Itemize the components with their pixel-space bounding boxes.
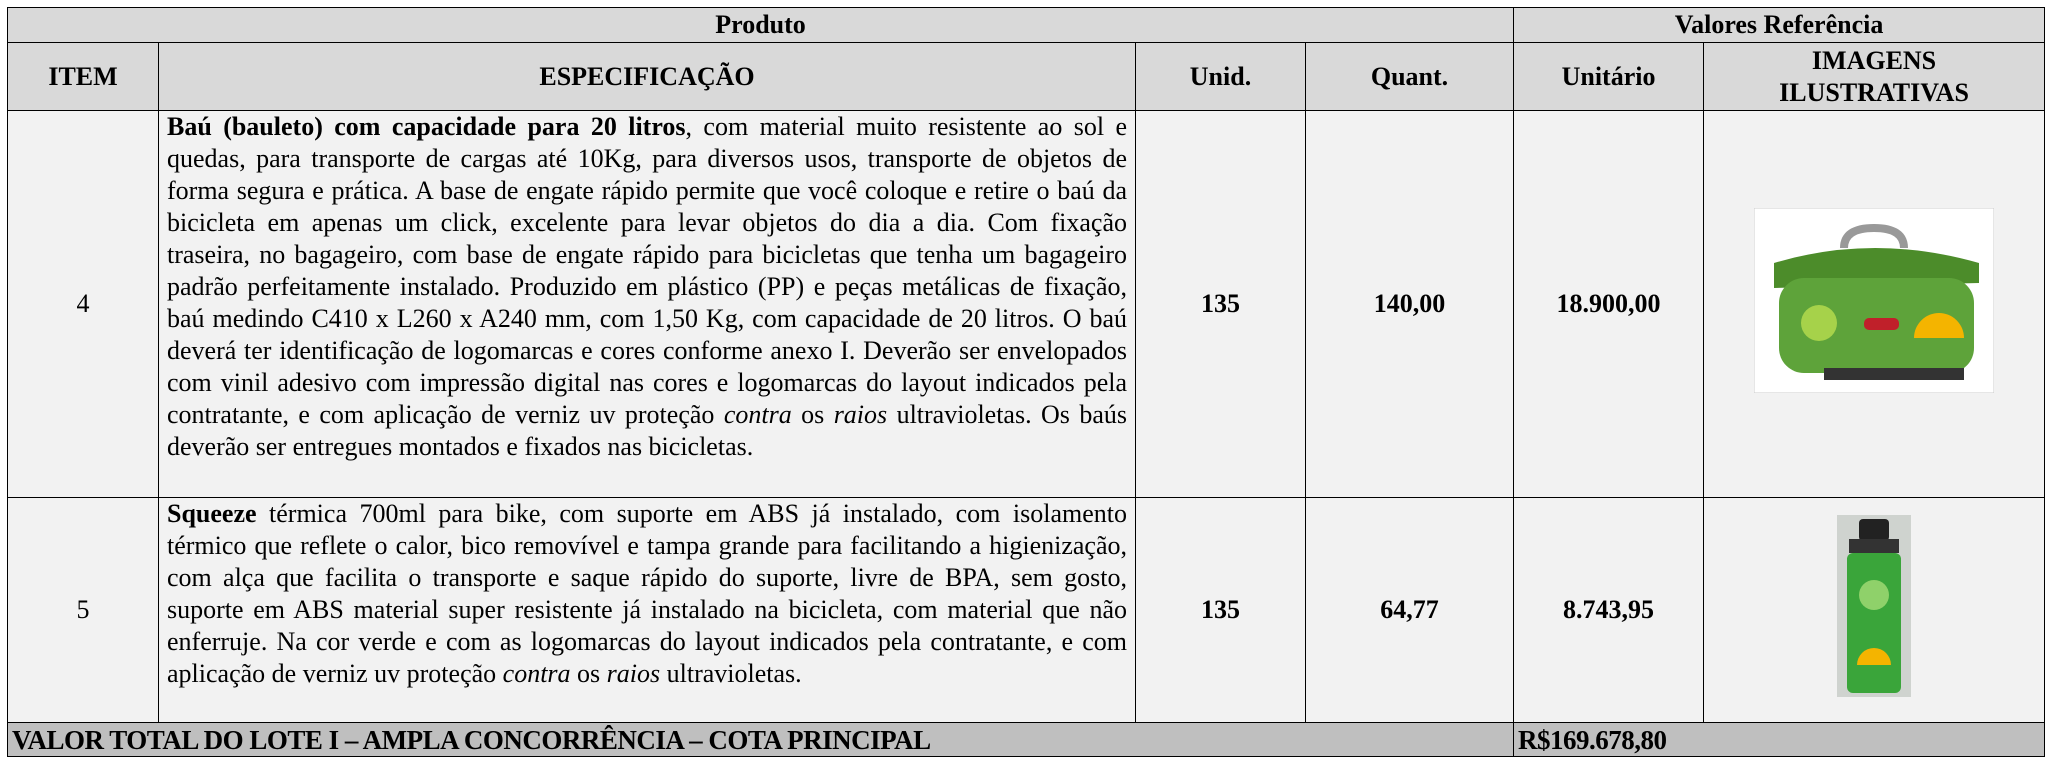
image-cell [1703, 497, 2046, 723]
table-row: 4 Baú (bauleto) com capacidade para 20 l… [7, 110, 2046, 498]
spec-italic: contra [502, 659, 571, 688]
item-cell: 5 [7, 497, 159, 723]
column-header-row: ITEM ESPECIFICAÇÃO Unid. Quant. Unitário… [7, 42, 2046, 111]
quant-cell: 64,77 [1304, 497, 1515, 723]
spec-italic: raios [833, 400, 888, 429]
bottle-image [1837, 515, 1912, 697]
unit-price-cell: 8.743,95 [1513, 497, 1705, 723]
table-row: 5 Squeeze térmica 700ml para bike, com s… [7, 497, 2046, 723]
spec-text: ultravioletas. [660, 659, 802, 688]
group-header-row: Produto Valores Referência [6, 7, 2046, 43]
column-header: ITEM [7, 42, 159, 111]
group-header: Valores Referência [1513, 7, 2046, 43]
spec-text: os [570, 659, 607, 688]
spec-cell: Baú (bauleto) com capacidade para 20 lit… [158, 110, 1136, 498]
unid-cell: 135 [1135, 497, 1306, 723]
spec-italic: contra [723, 400, 792, 429]
spec-text: ultravioletas. Os baús deverão ser entre… [167, 400, 1127, 461]
unid-cell: 135 [1135, 110, 1306, 498]
total-label: VALOR TOTAL DO LOTE I – AMPLA CONCORRÊNC… [6, 722, 1515, 757]
group-header: Produto [6, 7, 1515, 43]
spec-text: térmica 700ml para bike, com suporte em … [167, 499, 1127, 688]
column-header: Unitário [1513, 42, 1705, 111]
price-table: Produto Valores Referência ITEM ESPECIFI… [6, 7, 2046, 757]
spec-text: , com material muito resistente ao sol e… [167, 112, 1127, 429]
column-header: IMAGENS ILUSTRATIVAS [1703, 42, 2046, 111]
item-cell: 4 [7, 110, 159, 498]
unit-price-cell: 18.900,00 [1513, 110, 1705, 498]
spec-cell: Squeeze térmica 700ml para bike, com sup… [158, 497, 1136, 723]
spec-text: os [791, 400, 834, 429]
total-value: R$169.678,80 [1513, 722, 2046, 757]
total-row: VALOR TOTAL DO LOTE I – AMPLA CONCORRÊNC… [6, 722, 2046, 757]
spec-bold: Baú (bauleto) com capacidade para 20 lit… [167, 112, 686, 141]
spec-bold: Squeeze [167, 499, 257, 528]
column-header: Unid. [1135, 42, 1306, 111]
image-cell [1703, 110, 2046, 498]
quant-cell: 140,00 [1304, 110, 1515, 498]
trunk-image [1753, 207, 1995, 393]
column-header: ESPECIFICAÇÃO [158, 42, 1136, 111]
column-header: Quant. [1304, 42, 1515, 111]
spec-italic: raios [606, 659, 661, 688]
